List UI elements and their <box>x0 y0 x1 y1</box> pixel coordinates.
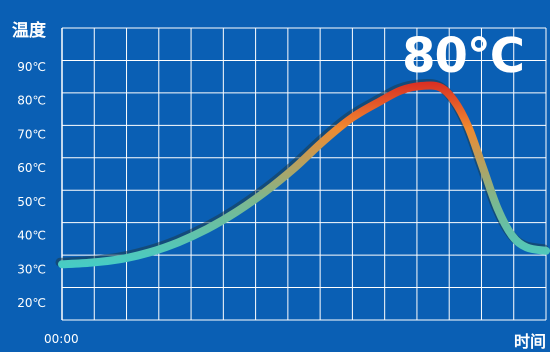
current-temperature: 80℃ <box>402 28 525 84</box>
x-axis-title: 时间 <box>513 332 546 351</box>
y-tick-label: 50℃ <box>17 195 46 209</box>
y-axis-title: 温度 <box>12 21 46 41</box>
y-tick-label: 40℃ <box>17 229 46 243</box>
y-tick-label: 90℃ <box>17 60 46 74</box>
temperature-curve <box>55 78 550 269</box>
y-tick-label: 80℃ <box>17 94 46 108</box>
y-tick-label: 30℃ <box>17 262 46 276</box>
temperature-series-line <box>58 81 550 269</box>
y-tick-label: 70℃ <box>17 127 46 141</box>
y-axis-ticks: 20℃ 30℃ 40℃ 50℃ 60℃ 70℃ 80℃ 90℃ <box>17 60 46 310</box>
y-tick-label: 60℃ <box>17 161 46 175</box>
temperature-curve-shadow <box>55 78 549 267</box>
x-axis-start-label: 00:00 <box>44 332 79 346</box>
y-tick-label: 20℃ <box>17 296 46 310</box>
